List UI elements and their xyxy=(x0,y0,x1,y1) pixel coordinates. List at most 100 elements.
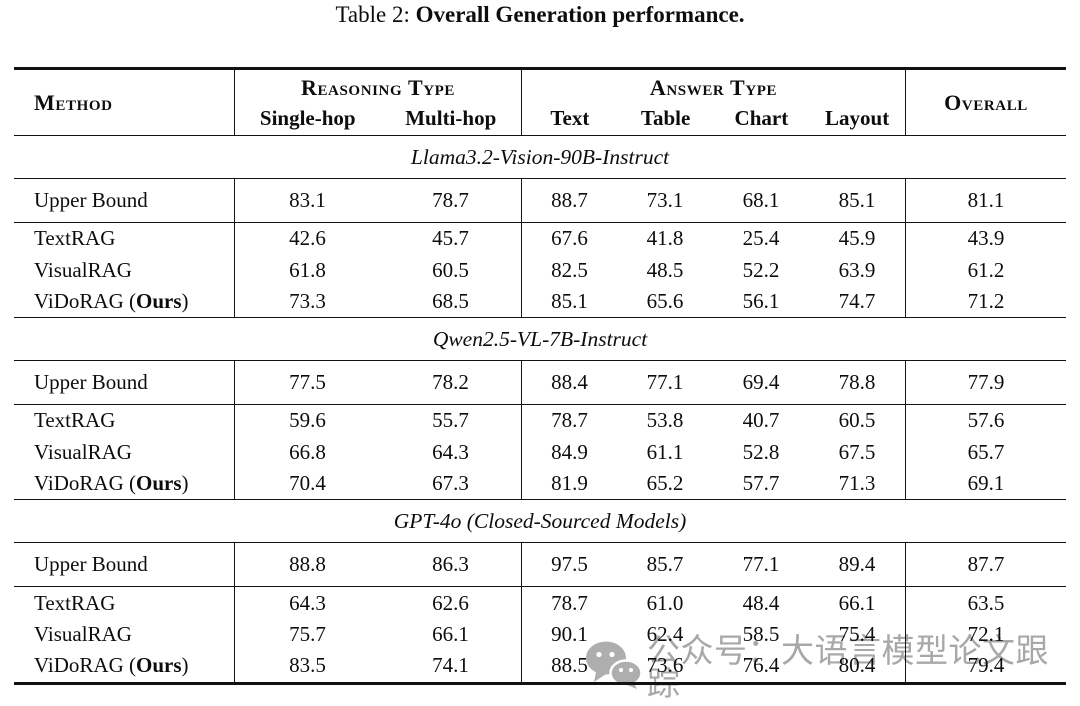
table-row-textrag: TextRAG 64.3 62.6 78.7 61.0 48.4 66.1 63… xyxy=(14,587,1066,619)
caption-prefix: Table 2: xyxy=(335,2,416,27)
table-row-vidorag: ViDoRAG (Ours) 70.4 67.3 81.9 65.2 57.7 … xyxy=(14,467,1066,500)
header-overall: Overall xyxy=(905,70,1066,135)
section-methods-group: TextRAG 64.3 62.6 78.7 61.0 48.4 66.1 63… xyxy=(14,587,1066,682)
value-cell: 78.7 xyxy=(521,405,617,437)
value-cell: 64.3 xyxy=(432,439,469,464)
value-cell: 76.4 xyxy=(742,653,780,678)
value-cell: 72.1 xyxy=(905,618,1066,651)
section-methods-group: TextRAG 42.6 45.7 67.6 41.8 25.4 45.9 43… xyxy=(14,223,1066,319)
header-answer-type: Answer Type xyxy=(649,75,778,100)
value-cell: 90.1 xyxy=(521,618,617,651)
value-cell: 42.6 xyxy=(234,223,380,255)
value-cell: 75.7 xyxy=(234,618,380,651)
value-cell: 25.4 xyxy=(742,226,780,251)
value-cell: 67.5 xyxy=(838,439,876,464)
section-title-row: Llama3.2-Vision-90B-Instruct xyxy=(14,136,1066,179)
value-cell: 80.4 xyxy=(838,653,876,678)
value-cell: 43.9 xyxy=(905,223,1066,255)
method-cell: TextRAG xyxy=(34,226,116,251)
method-cell: TextRAG xyxy=(34,408,116,433)
header-method: Method xyxy=(34,89,113,115)
section-title-row: Qwen2.5-VL-7B-Instruct xyxy=(14,318,1066,362)
value-cell: 74.7 xyxy=(838,288,876,313)
value-cell: 83.5 xyxy=(234,650,380,682)
header-reasoning-subcols: Single-hop Multi-hop xyxy=(235,102,521,135)
method-cell: ViDoRAG (Ours) xyxy=(34,288,189,313)
value-cell: 85.7 xyxy=(646,552,684,577)
table-row-visualrag: VisualRAG 75.7 66.1 90.1 62.4 58.5 75.4 … xyxy=(14,618,1066,651)
value-cell: 57.6 xyxy=(905,405,1066,437)
value-cell: 66.1 xyxy=(432,621,469,646)
header-col-chart: Chart xyxy=(734,106,789,130)
header-reasoning-type: Reasoning Type xyxy=(300,75,456,100)
value-cell: 61.0 xyxy=(646,590,684,615)
value-cell: 62.6 xyxy=(432,590,469,615)
value-cell: 53.8 xyxy=(646,408,684,433)
header-col-table: Table xyxy=(640,106,691,130)
value-cell: 45.9 xyxy=(838,226,876,251)
value-cell: 66.1 xyxy=(838,590,876,615)
value-cell: 65.7 xyxy=(905,436,1066,468)
value-cell: 40.7 xyxy=(742,408,780,433)
value-cell: 65.2 xyxy=(646,471,684,496)
value-cell: 67.6 xyxy=(521,223,617,255)
value-cell: 77.1 xyxy=(742,552,780,577)
table-caption: Table 2: Overall Generation performance. xyxy=(0,2,1080,28)
value-cell: 66.8 xyxy=(234,436,380,468)
value-cell: 78.7 xyxy=(432,188,469,212)
value-cell: 70.4 xyxy=(234,467,380,500)
value-cell: 88.5 xyxy=(521,650,617,682)
value-cell: 85.1 xyxy=(521,285,617,318)
value-cell: 61.2 xyxy=(905,254,1066,286)
section-title-row: GPT-4o (Closed-Sourced Models) xyxy=(14,500,1066,544)
method-cell: VisualRAG xyxy=(34,439,132,464)
value-cell: 45.7 xyxy=(432,226,469,251)
table-row-textrag: TextRAG 42.6 45.7 67.6 41.8 25.4 45.9 43… xyxy=(14,223,1066,255)
value-cell: 65.6 xyxy=(646,288,684,313)
value-cell: 78.2 xyxy=(432,370,469,395)
value-cell: 57.7 xyxy=(742,471,780,496)
section-model-name: GPT-4o (Closed-Sourced Models) xyxy=(393,508,687,533)
method-cell: Upper Bound xyxy=(34,370,148,395)
header-answer-subcols: Text Table Chart Layout xyxy=(522,102,905,135)
table-row-upper-bound: Upper Bound 88.8 86.3 97.5 85.7 77.1 89.… xyxy=(14,543,1066,588)
header-col-layout: Layout xyxy=(825,106,890,130)
value-cell: 68.5 xyxy=(432,288,469,313)
value-cell: 88.8 xyxy=(234,543,380,587)
value-cell: 87.7 xyxy=(905,543,1066,587)
value-cell: 81.9 xyxy=(521,467,617,500)
value-cell: 86.3 xyxy=(432,552,469,577)
value-cell: 55.7 xyxy=(432,408,469,433)
method-cell: Upper Bound xyxy=(34,552,148,577)
value-cell: 82.5 xyxy=(521,254,617,286)
value-cell: 63.9 xyxy=(838,257,876,282)
value-cell: 61.8 xyxy=(234,254,380,286)
value-cell: 64.3 xyxy=(234,587,380,619)
value-cell: 77.9 xyxy=(905,361,1066,405)
value-cell: 78.7 xyxy=(521,587,617,619)
value-cell: 48.5 xyxy=(646,257,684,282)
table-row-upper-bound: Upper Bound 83.1 78.7 88.7 73.1 68.1 85.… xyxy=(14,179,1066,223)
value-cell: 61.1 xyxy=(646,439,684,464)
section-model-name: Qwen2.5-VL-7B-Instruct xyxy=(432,326,648,351)
value-cell: 63.5 xyxy=(905,587,1066,619)
value-cell: 69.4 xyxy=(742,370,780,395)
value-cell: 52.8 xyxy=(742,439,780,464)
method-cell: ViDoRAG (Ours) xyxy=(34,653,189,678)
value-cell: 77.5 xyxy=(234,361,380,405)
method-cell: TextRAG xyxy=(34,590,116,615)
method-cell: VisualRAG xyxy=(34,257,132,282)
value-cell: 73.3 xyxy=(234,285,380,318)
method-cell: VisualRAG xyxy=(34,621,132,646)
value-cell: 71.2 xyxy=(905,285,1066,318)
value-cell: 56.1 xyxy=(742,288,780,313)
table-row-vidorag: ViDoRAG (Ours) 83.5 74.1 88.5 73.6 76.4 … xyxy=(14,650,1066,682)
value-cell: 52.2 xyxy=(742,257,780,282)
table-header-row: Method Reasoning Type Single-hop Multi-h… xyxy=(14,70,1066,136)
value-cell: 68.1 xyxy=(742,188,780,212)
method-cell: ViDoRAG (Ours) xyxy=(34,471,189,496)
value-cell: 78.8 xyxy=(838,370,876,395)
value-cell: 73.6 xyxy=(646,653,684,678)
value-cell: 69.1 xyxy=(905,467,1066,500)
value-cell: 58.5 xyxy=(742,621,780,646)
